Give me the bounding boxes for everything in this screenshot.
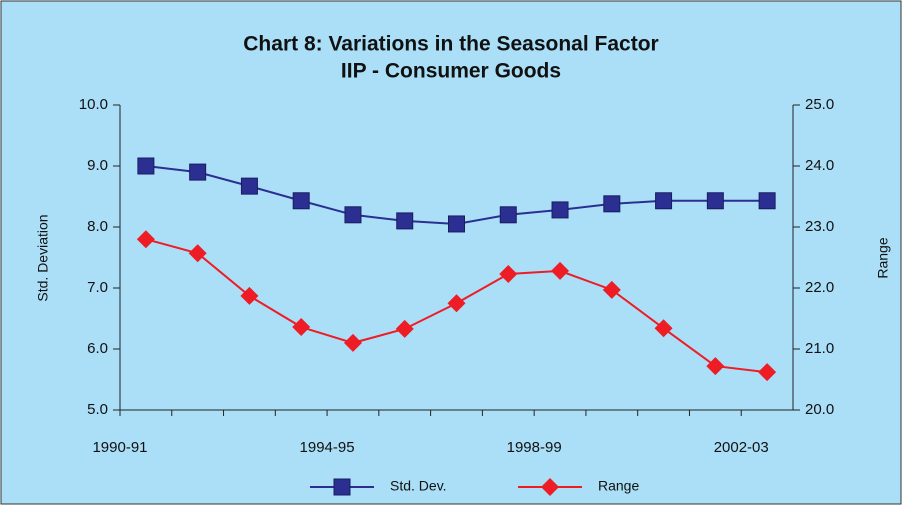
y2-tick-label: 22.0 [805, 279, 834, 296]
legend-label: Range [598, 478, 639, 494]
data-point [602, 280, 621, 299]
x-tick-label: 1998-99 [507, 439, 562, 456]
data-point [447, 294, 466, 313]
y2-axis-label: Range [875, 237, 891, 278]
legend-marker [541, 478, 559, 496]
y-tick-label: 10.0 [79, 96, 108, 113]
data-point [344, 206, 362, 224]
y2-tick-label: 20.0 [805, 401, 834, 418]
y-tick-label: 7.0 [87, 279, 108, 296]
data-point [188, 244, 207, 263]
data-point [292, 192, 310, 210]
data-point [551, 201, 569, 219]
data-point [292, 318, 311, 337]
data-point [189, 163, 207, 181]
y2-tick-label: 23.0 [805, 218, 834, 235]
x-tick-label: 1994-95 [300, 439, 355, 456]
data-point [551, 261, 570, 280]
y2-tick-label: 21.0 [805, 340, 834, 357]
y2-tick-label: 24.0 [805, 157, 834, 174]
data-point [603, 195, 621, 213]
data-point [343, 333, 362, 352]
data-point [137, 157, 155, 175]
chart-title: Chart 8: Variations in the Seasonal Fact… [243, 33, 658, 56]
data-point [654, 319, 673, 338]
chart-subtitle: IIP - Consumer Goods [341, 60, 561, 83]
data-point [240, 177, 258, 195]
y-tick-label: 8.0 [87, 218, 108, 235]
x-tick-label: 1990-91 [92, 439, 147, 456]
y-tick-label: 5.0 [87, 401, 108, 418]
y-axis-label: Std. Deviation [35, 214, 51, 301]
data-point [448, 215, 465, 233]
data-point [395, 319, 414, 338]
legend-marker [333, 478, 351, 496]
data-point [499, 206, 517, 224]
data-point [758, 363, 777, 382]
y2-tick-label: 25.0 [805, 96, 834, 113]
data-point [758, 192, 776, 210]
data-point [136, 230, 155, 249]
data-point [240, 286, 259, 305]
legend-label: Std. Dev. [390, 478, 447, 494]
data-point [499, 264, 518, 283]
data-point [706, 357, 725, 376]
y-tick-label: 6.0 [87, 340, 108, 357]
data-point [396, 212, 414, 230]
data-point [655, 192, 673, 210]
data-point [706, 192, 724, 210]
y-tick-label: 9.0 [87, 157, 108, 174]
x-tick-label: 2002-03 [714, 439, 769, 456]
